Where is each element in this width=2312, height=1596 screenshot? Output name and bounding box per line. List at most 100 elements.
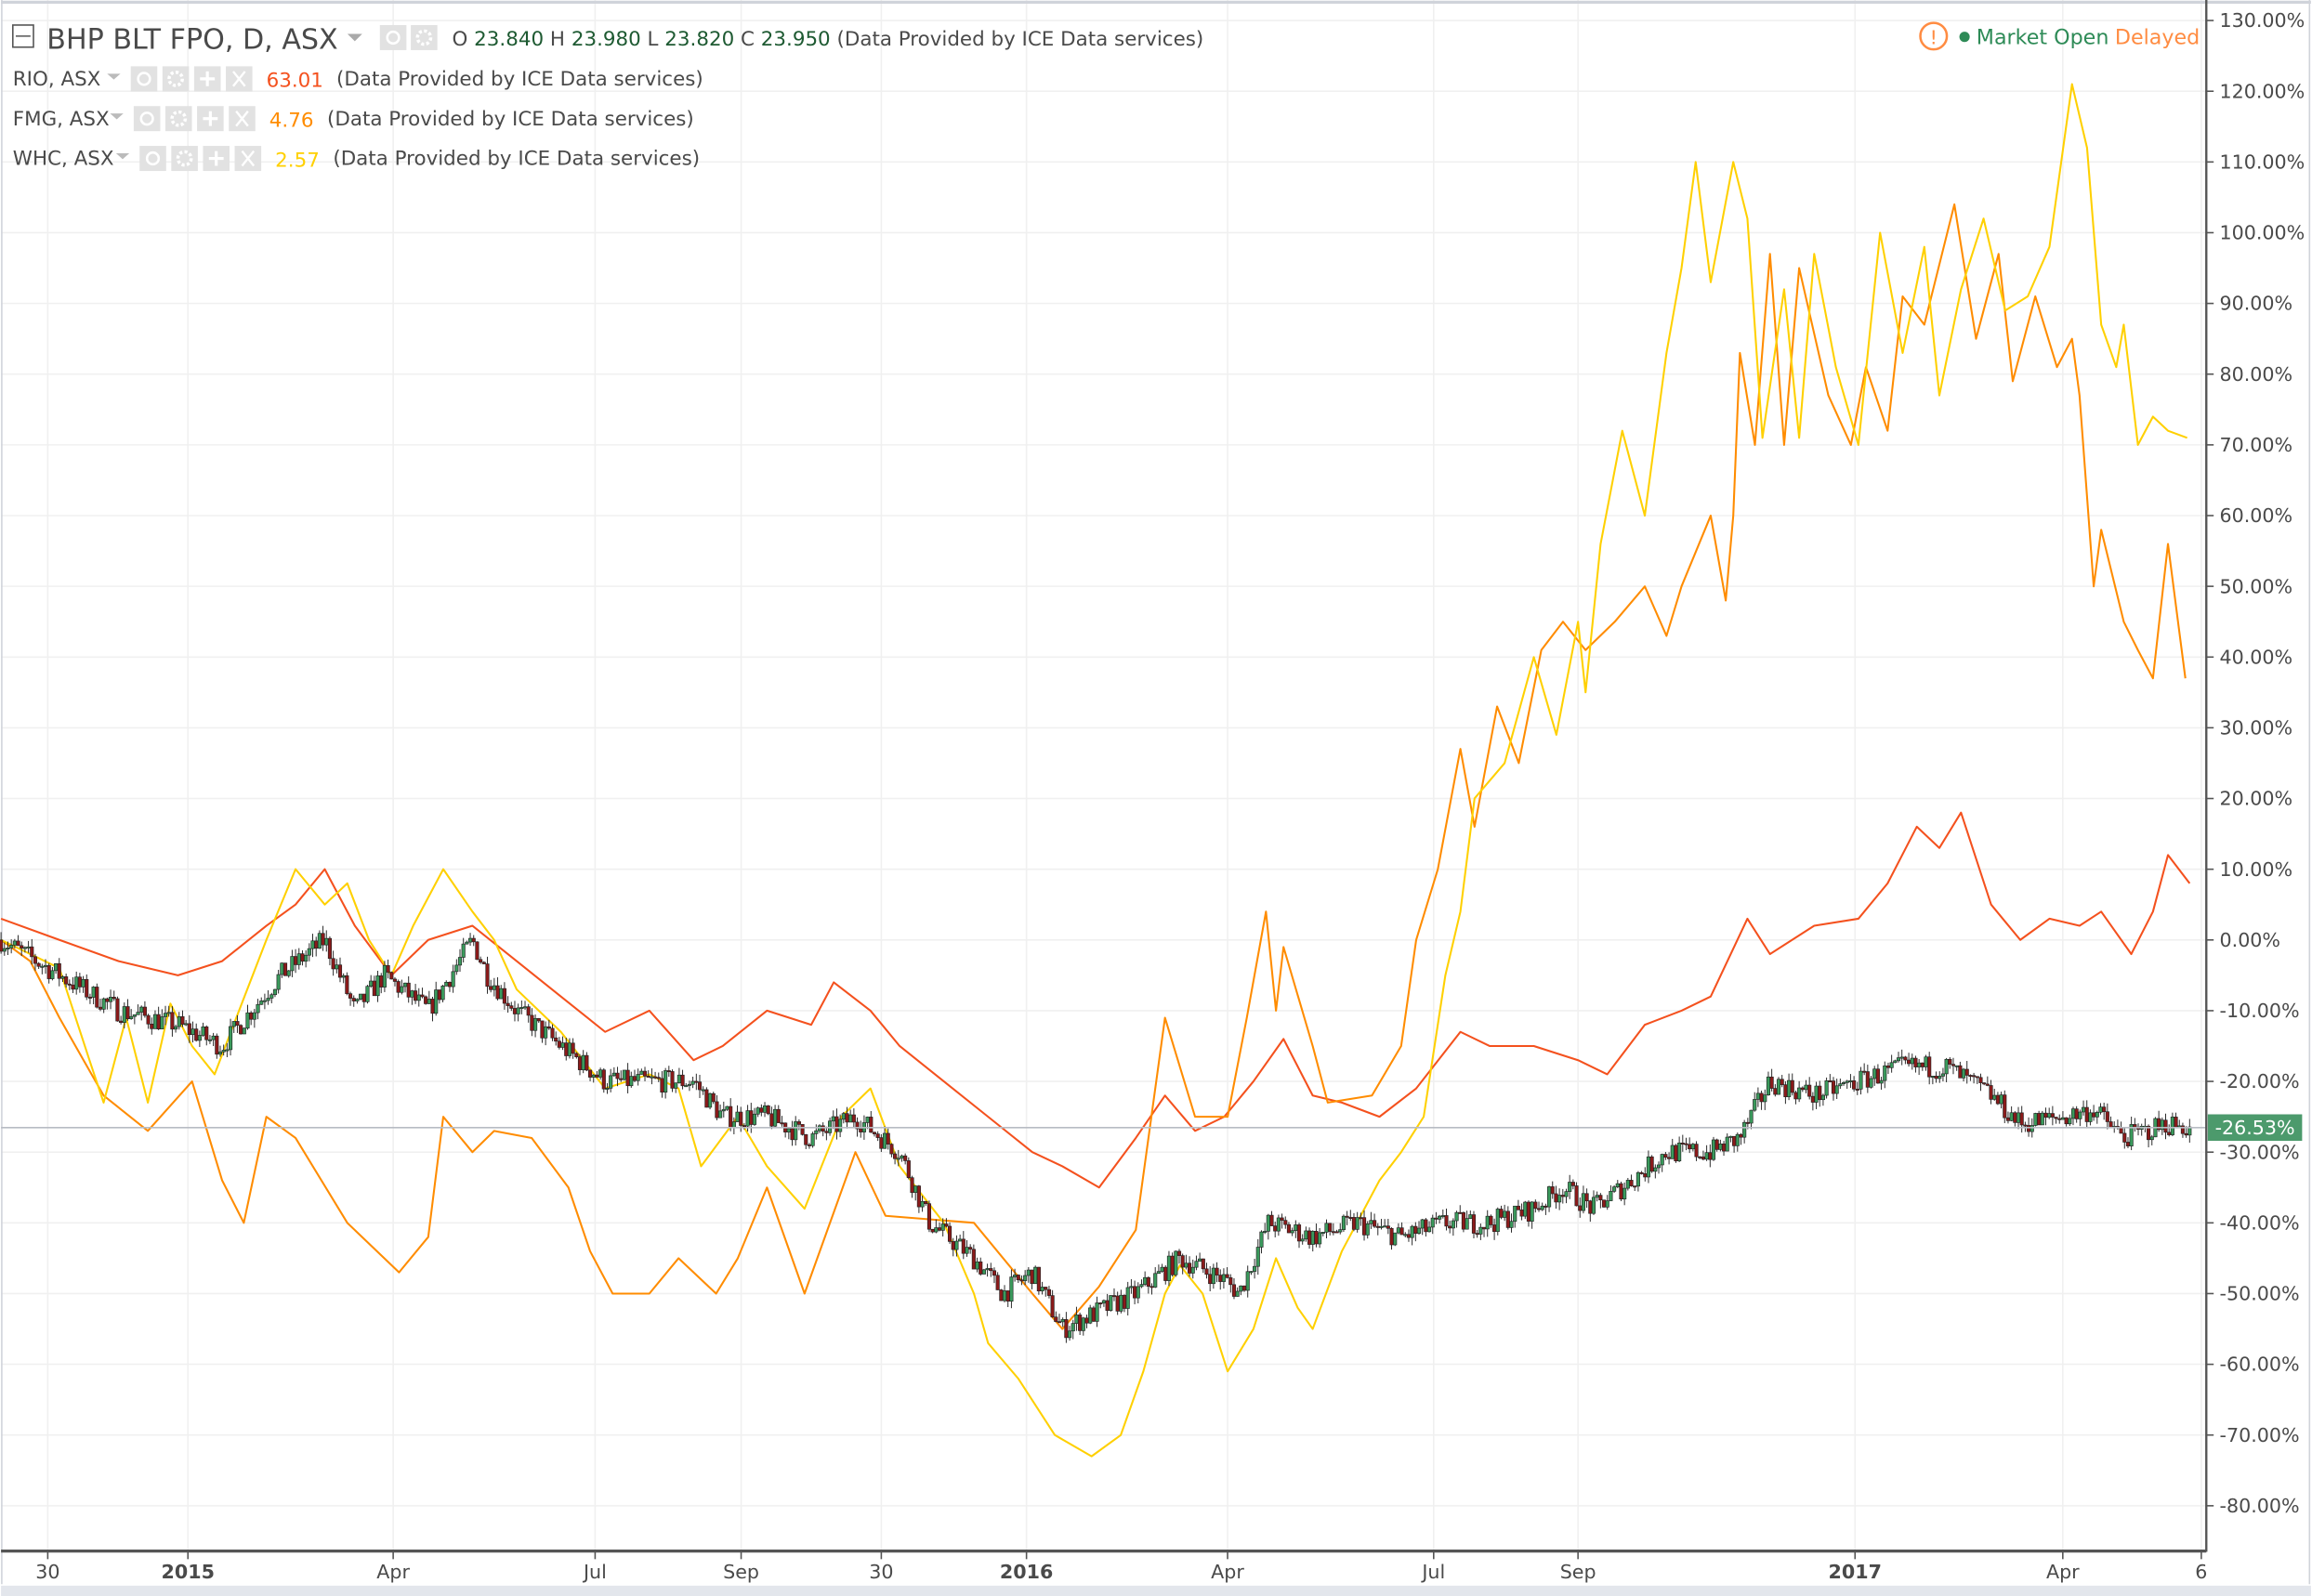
dropdown-icon[interactable] [110, 113, 124, 120]
plus-button[interactable] [203, 146, 230, 172]
candle [1064, 1312, 1069, 1343]
candle [1769, 1068, 1774, 1092]
candle [554, 1031, 558, 1046]
candle [197, 1030, 202, 1047]
candle [64, 974, 69, 988]
candle [707, 1092, 713, 1110]
candle [256, 999, 260, 1020]
candle [461, 937, 466, 963]
y-tick-label: 50.00% [2220, 575, 2293, 597]
candle [800, 1124, 805, 1136]
plot-area[interactable] [0, 83, 2192, 1458]
candle [1859, 1066, 1863, 1095]
candle [1328, 1223, 1333, 1236]
visibility-button[interactable] [379, 24, 407, 50]
candle [1249, 1271, 1254, 1275]
candle [1174, 1249, 1178, 1277]
candle [1204, 1262, 1209, 1279]
candle [574, 1052, 579, 1059]
warning-icon[interactable] [1919, 21, 1949, 51]
candle [1913, 1055, 1918, 1073]
candle [2129, 1117, 2134, 1151]
candle [485, 956, 490, 994]
candle [225, 1042, 230, 1057]
compare-symbol-name[interactable]: RIO, ASX [13, 68, 101, 91]
main-series-legend[interactable]: BHP BLT FPO, D, ASX O 23.840 H 23.980 L … [12, 23, 1203, 56]
candle [1430, 1214, 1435, 1235]
main-series-dropdown-icon[interactable] [347, 33, 362, 42]
gear-button[interactable] [162, 66, 190, 92]
candle [345, 972, 349, 996]
dropdown-icon[interactable] [107, 73, 121, 80]
candle [1513, 1205, 1517, 1228]
plus-button[interactable] [197, 106, 224, 132]
candle [893, 1151, 898, 1165]
data-source: (Data Provided by ICE Data services) [336, 68, 703, 91]
candle [2068, 1114, 2072, 1126]
candle [1530, 1201, 1534, 1229]
compare-symbol-name[interactable]: FMG, ASX [13, 108, 110, 131]
close-icon [232, 71, 246, 87]
time-axis[interactable]: 30 2015 Apr Jul Sep 30 2016 Apr Jul Sep 2017 Apr 6 [35, 1551, 2207, 1583]
gear-button[interactable] [171, 146, 198, 172]
candle [1269, 1210, 1274, 1226]
compare-symbol-name[interactable]: WHC, ASX [13, 148, 114, 171]
candle [1194, 1255, 1199, 1271]
plus-button[interactable] [193, 66, 221, 92]
eye-button[interactable] [130, 66, 158, 92]
settings-button[interactable] [411, 24, 438, 50]
low-label: L [648, 28, 659, 51]
candle [365, 985, 370, 1004]
candle [1940, 1067, 1945, 1082]
candle [680, 1069, 685, 1090]
collapse-legend-icon[interactable] [12, 24, 34, 48]
candle [331, 950, 335, 976]
close-button[interactable] [229, 106, 256, 132]
candle [1259, 1230, 1264, 1254]
close-button[interactable] [234, 146, 262, 172]
series-line-fmg[interactable] [0, 203, 2187, 1330]
candle [906, 1157, 911, 1180]
candle [516, 1003, 520, 1022]
eye-button[interactable] [133, 106, 161, 132]
y-tick-label: 10.00% [2220, 858, 2293, 881]
close-button[interactable] [226, 66, 253, 92]
candle [965, 1239, 969, 1257]
candle [903, 1153, 908, 1165]
candle [33, 953, 38, 971]
candle [1211, 1263, 1215, 1289]
candle [382, 961, 387, 992]
candle [1296, 1223, 1302, 1249]
gear-icon [167, 70, 184, 87]
candle [1136, 1282, 1140, 1304]
eye-icon [386, 30, 401, 46]
gear-button[interactable] [164, 106, 192, 132]
candle [479, 956, 483, 964]
candle [1091, 1305, 1096, 1322]
candle [1489, 1214, 1493, 1228]
main-series-title[interactable]: BHP BLT FPO, D, ASX [46, 23, 337, 56]
series-line-whc[interactable] [0, 83, 2187, 1458]
candle [697, 1075, 703, 1098]
candle [276, 969, 281, 994]
eye-button[interactable] [139, 146, 166, 172]
price-axis[interactable]: 130.00% 120.00% 110.00% 100.00% 90.00% 80.00%… [2206, 9, 2305, 1517]
y-tick-label: 120.00% [2220, 80, 2305, 102]
legend: BHP BLT FPO, D, ASX O 23.840 H 23.980 L … [12, 23, 1203, 172]
candlestick-series[interactable] [0, 925, 2192, 1343]
candle [1454, 1210, 1459, 1228]
candle [1088, 1304, 1093, 1325]
candle [794, 1116, 798, 1146]
market-status[interactable]: ! Market Open Delayed [1919, 21, 2200, 51]
compare-legend-row[interactable]: WHC, ASX 2.57 (Data Provided by ICE Data s… [13, 146, 700, 172]
candle [1776, 1077, 1781, 1095]
candle [1944, 1057, 1949, 1082]
candle [1170, 1252, 1175, 1277]
dropdown-icon[interactable] [115, 152, 130, 160]
candle [180, 1010, 185, 1027]
candle [1574, 1182, 1579, 1207]
candle [481, 961, 486, 965]
compare-legend-row[interactable]: FMG, ASX 4.76 (Data Provided by ICE Data s… [13, 106, 694, 132]
compare-legend-row[interactable]: RIO, ASX 63.01 (Data Provided by ICE Data … [13, 66, 703, 93]
